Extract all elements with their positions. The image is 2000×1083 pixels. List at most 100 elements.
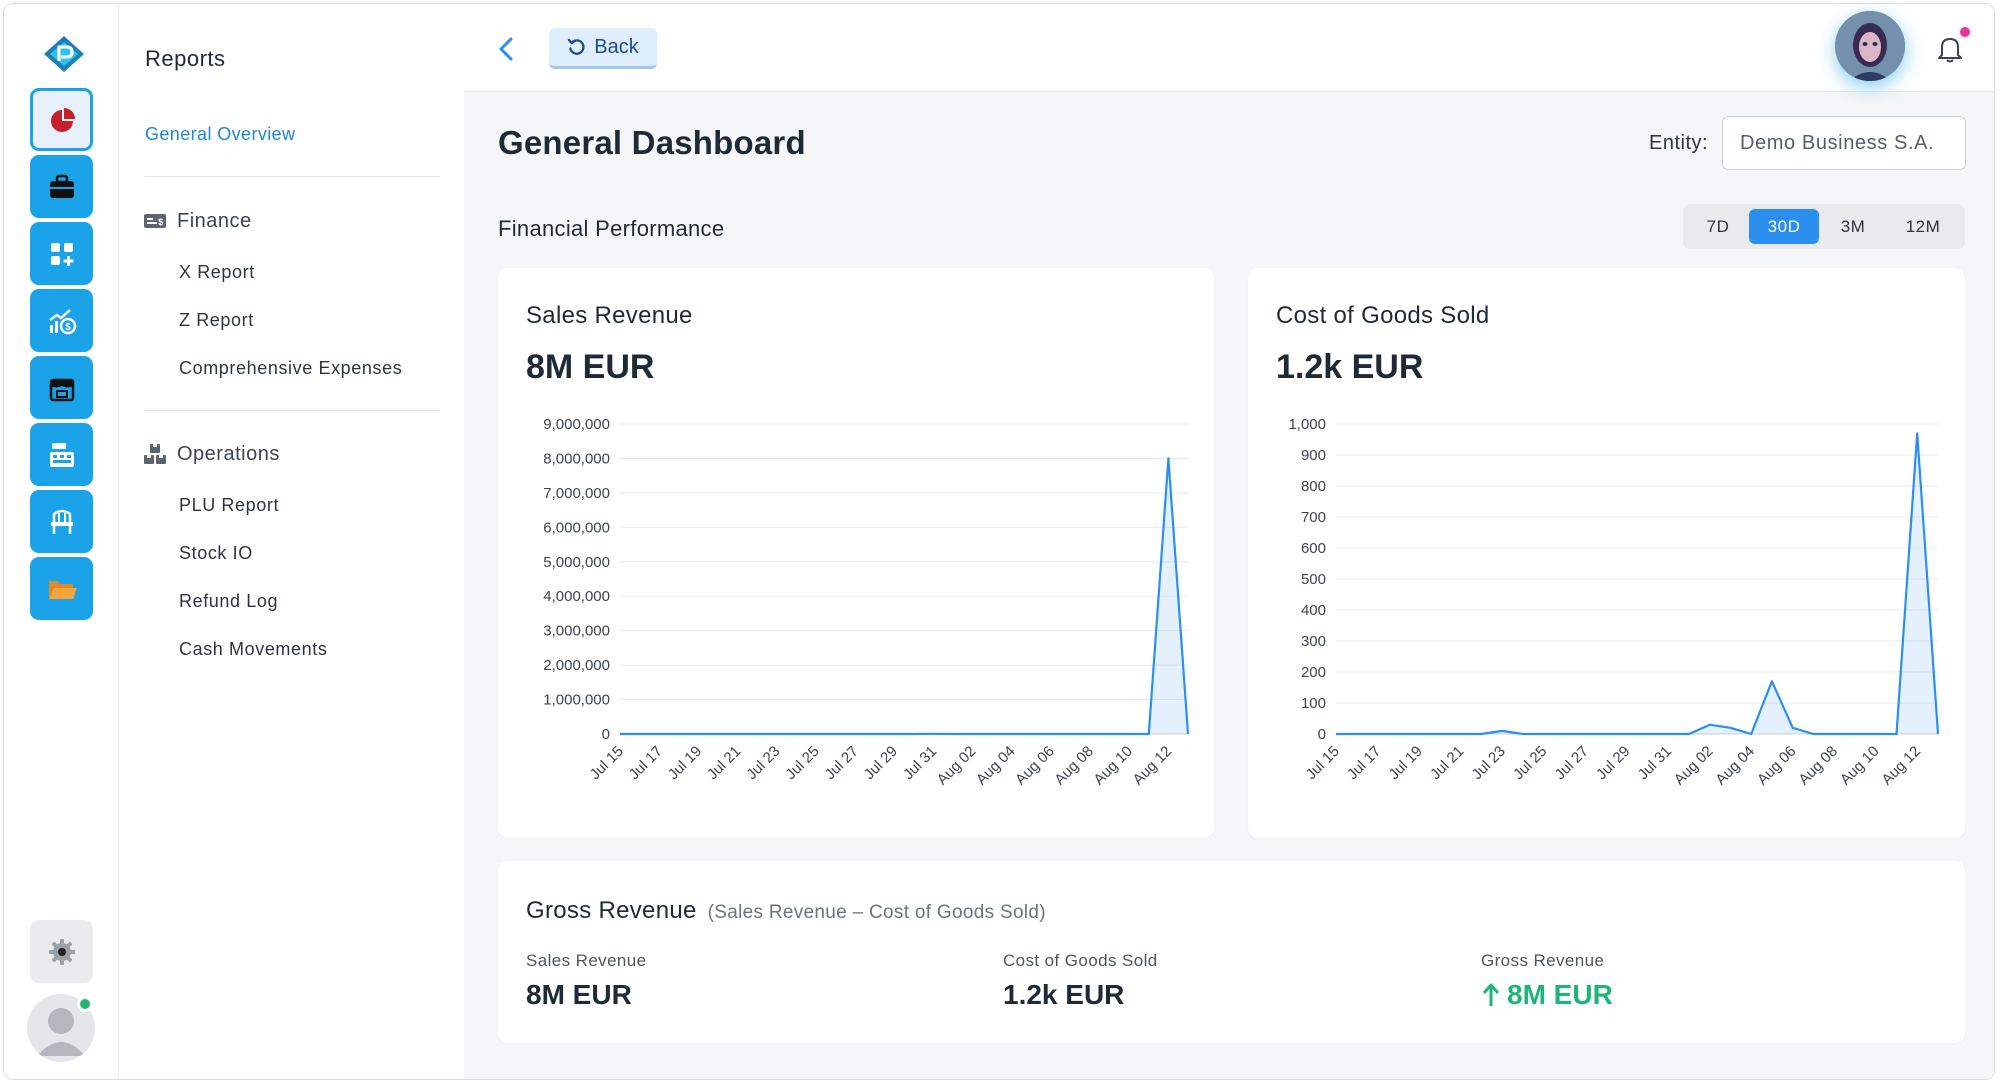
gross-title-text: Gross Revenue <box>526 897 697 924</box>
x-tick-label: Jul 19 <box>665 743 705 783</box>
sidebar-item-refund-log[interactable]: Refund Log <box>179 591 279 611</box>
sidebar-item-z-report[interactable]: Z Report <box>179 310 254 330</box>
x-tick-label: Jul 27 <box>822 743 862 783</box>
profile-avatar[interactable] <box>1835 11 1905 81</box>
y-tick-label: 600 <box>1301 540 1326 557</box>
x-tick-label: Aug 12 <box>1130 743 1176 789</box>
y-tick-label: 2,000,000 <box>543 657 610 674</box>
briefcase-icon <box>49 174 74 198</box>
notification-bell-icon[interactable] <box>1936 34 1964 64</box>
x-tick-label: Jul 15 <box>587 743 627 783</box>
range-7d-button[interactable]: 7D <box>1706 217 1730 236</box>
cogs-card: Cost of Goods Sold 1.2k EUR 0 100 200 300 40… <box>1248 268 1965 838</box>
y-tick-label: 1,000,000 <box>543 692 610 709</box>
section-title: Financial Performance <box>498 216 725 241</box>
x-tick-label: Jul 25 <box>782 743 822 783</box>
sales-revenue-card: Sales Revenue 8M EUR 0 1,000,000 2,000,000… <box>498 268 1214 838</box>
y-tick-label: 0 <box>1318 726 1326 743</box>
x-tick-label: Jul 27 <box>1552 743 1592 783</box>
app-logo-icon[interactable] <box>39 34 89 74</box>
sidebar-item-comprehensive-expenses[interactable]: Comprehensive Expenses <box>179 358 403 378</box>
undo-icon <box>568 38 585 55</box>
icon-rail: $ <box>4 4 119 1079</box>
store-icon <box>49 378 74 401</box>
rail-settings-button[interactable] <box>30 920 93 983</box>
x-tick-label: Jul 23 <box>1469 743 1509 783</box>
y-tick-label: 8,000,000 <box>543 450 610 467</box>
x-tick-label: Jul 29 <box>861 743 901 783</box>
rail-store-button[interactable] <box>30 356 93 419</box>
sales-revenue-chart: 0 1,000,000 2,000,000 3,000,000 4,000,000 5,0… <box>543 416 1190 789</box>
gross-revenue-card: Gross Revenue (Sales Revenue – Cost of G… <box>498 861 1965 1043</box>
x-tick-label: Jul 19 <box>1386 743 1426 783</box>
cash-register-icon <box>49 442 74 467</box>
x-tick-label: Jul 21 <box>1427 743 1467 783</box>
x-tick-label: Aug 10 <box>1090 743 1136 789</box>
rail-widgets-button[interactable] <box>30 222 93 285</box>
range-3m-button[interactable]: 3M <box>1840 217 1866 236</box>
sidebar-item-x-report[interactable]: X Report <box>179 262 255 282</box>
range-12m-button[interactable]: 12M <box>1905 217 1941 236</box>
x-tick-label: Aug 04 <box>973 743 1019 789</box>
y-tick-label: 700 <box>1301 509 1326 526</box>
x-tick-label: Jul 23 <box>743 743 783 783</box>
x-tick-label: Jul 31 <box>1635 743 1675 783</box>
rail-pos-button[interactable] <box>30 423 93 486</box>
page-title: General Dashboard <box>498 124 806 161</box>
series-line <box>1336 432 1940 736</box>
rail-files-button[interactable] <box>30 557 93 620</box>
back-button-label: Back <box>594 35 639 58</box>
rail-furniture-button[interactable] <box>30 490 93 553</box>
card-value: 1.2k EUR <box>1276 348 1424 386</box>
sidebar-section-label: Finance <box>177 209 252 232</box>
y-tick-label: 4,000,000 <box>543 588 610 605</box>
sidebar-title: Reports <box>145 46 226 71</box>
x-tick-label: Jul 17 <box>626 743 666 783</box>
reports-sidebar: Reports General Overview $ Finance X Rep… <box>119 4 464 1079</box>
chevron-left-icon[interactable] <box>494 34 518 64</box>
main-content: Back General Dashboard Entity: Demo Bu <box>464 4 1994 1079</box>
y-tick-label: 300 <box>1301 633 1326 650</box>
x-tick-label: Jul 21 <box>704 743 744 783</box>
y-tick-label: 900 <box>1301 447 1326 464</box>
sidebar-item-general-overview[interactable]: General Overview <box>145 124 296 144</box>
y-tick-label: 0 <box>602 726 610 743</box>
x-tick-label: Aug 12 <box>1878 743 1924 789</box>
range-30d-button[interactable]: 30D <box>1749 209 1819 244</box>
x-tick-label: Aug 08 <box>1051 743 1097 789</box>
sidebar-item-plu-report[interactable]: PLU Report <box>179 495 280 515</box>
sidebar-divider <box>145 176 440 177</box>
rail-finance-button[interactable]: $ <box>30 289 93 352</box>
series-line <box>620 457 1190 736</box>
rail-reports-button[interactable] <box>30 88 93 151</box>
x-tick-label: Jul 17 <box>1344 743 1384 783</box>
metric-label: Cost of Goods Sold <box>1003 951 1158 970</box>
x-tick-label: Aug 08 <box>1795 743 1841 789</box>
entity-select[interactable]: Demo Business S.A. <box>1722 116 1966 170</box>
metric-value: 8M EUR <box>526 979 632 1010</box>
x-tick-label: Aug 02 <box>934 743 980 789</box>
x-tick-label: Aug 06 <box>1012 743 1058 789</box>
metric-value: 8M EUR <box>1507 979 1613 1010</box>
svg-text:$: $ <box>158 217 164 227</box>
pie-chart-icon <box>50 107 75 132</box>
y-tick-label: 500 <box>1301 571 1326 588</box>
card-title: Cost of Goods Sold <box>1276 302 1490 329</box>
sidebar-divider <box>145 410 440 411</box>
back-button[interactable]: Back <box>549 28 657 69</box>
gross-revenue-metric: 8M EUR <box>1481 979 1613 1011</box>
y-tick-label: 6,000,000 <box>543 519 610 536</box>
rail-business-button[interactable] <box>30 155 93 218</box>
settings-icon <box>48 938 75 965</box>
y-tick-label: 3,000,000 <box>543 623 610 640</box>
y-tick-label: 1,000 <box>1288 416 1326 433</box>
sidebar-item-stock-io[interactable]: Stock IO <box>179 543 253 563</box>
notification-badge <box>1960 27 1970 37</box>
sidebar-section-finance: $ Finance <box>143 209 252 233</box>
sidebar-section-operations: Operations <box>143 442 280 466</box>
x-tick-label: Aug 06 <box>1754 743 1800 789</box>
sidebar-item-cash-movements[interactable]: Cash Movements <box>179 639 328 659</box>
metric-value: 1.2k EUR <box>1003 979 1125 1010</box>
metric-label: Gross Revenue <box>1481 951 1605 970</box>
